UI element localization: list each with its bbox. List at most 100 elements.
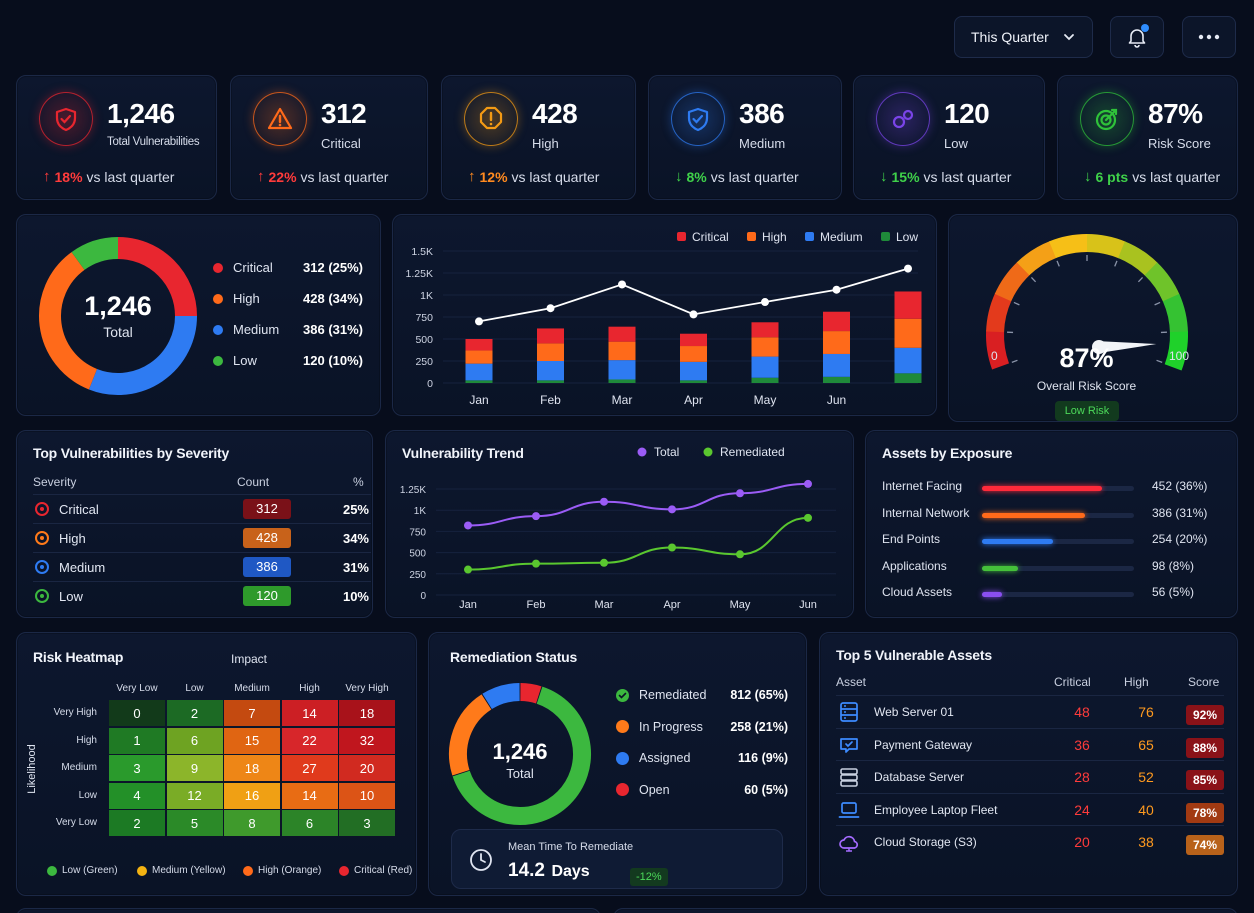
heatmap-cell[interactable]: 12 (166, 782, 223, 809)
kpi-card-medium[interactable]: 386 Medium ↓ 8% vs last quarter (648, 75, 842, 200)
exposure-row[interactable]: Internal Network 386 (31%) (882, 505, 1222, 525)
bar-low-may[interactable] (751, 377, 779, 383)
heatmap-cell[interactable]: 5 (166, 810, 223, 836)
trend-point-remediated[interactable] (600, 558, 608, 567)
severity-legend-item[interactable]: High 428 (34%) (213, 291, 363, 306)
exposure-row[interactable]: Cloud Assets 56 (5%) (882, 584, 1222, 604)
asset-table-row[interactable]: Web Server 01 48 76 92% (836, 695, 1224, 727)
heatmap-cell[interactable]: 10 (339, 782, 395, 809)
heatmap-cell[interactable]: 6 (281, 810, 338, 836)
bar-high-jun[interactable] (823, 331, 850, 354)
remediation-legend-item[interactable]: In Progress 258 (21%) (616, 720, 788, 734)
heatmap-cell[interactable]: 15 (224, 727, 280, 754)
asset-table-row[interactable]: Employee Laptop Fleet 24 40 78% (836, 792, 1224, 825)
heatmap-cell[interactable]: 18 (339, 700, 395, 726)
bar-low-jun[interactable] (823, 376, 850, 383)
heatmap-cell[interactable]: 20 (339, 755, 395, 781)
severity-legend-item[interactable]: Critical 312 (25%) (213, 260, 363, 275)
severity-slice-low[interactable] (71, 237, 119, 271)
bar-low-jan[interactable] (465, 380, 493, 383)
kpi-card-high[interactable]: 428 High ↑ 12% vs last quarter (441, 75, 636, 200)
bar-medium-latest[interactable] (894, 347, 922, 374)
kpi-card-critical[interactable]: 312 Critical ↑ 22% vs last quarter (230, 75, 428, 200)
remediation-slice-in-progress[interactable] (449, 694, 492, 776)
asset-table-row[interactable]: Cloud Storage (S3) 20 38 74% (836, 825, 1224, 857)
heatmap-cell[interactable]: 14 (281, 700, 338, 726)
bar-medium-jan[interactable] (465, 363, 493, 381)
bar-medium-apr[interactable] (680, 361, 707, 381)
trend-point-total[interactable] (464, 521, 472, 530)
heatmap-cell[interactable]: 14 (281, 782, 338, 809)
bar-critical-apr[interactable] (680, 333, 707, 347)
remediation-slice-remediated[interactable] (452, 686, 591, 825)
bar-low-latest[interactable] (894, 373, 922, 383)
heatmap-cell[interactable]: 2 (166, 700, 223, 726)
bar-high-mar[interactable] (608, 341, 636, 361)
bar-critical-jun[interactable] (823, 311, 850, 332)
severity-table-row[interactable]: Low 120 10% (33, 581, 371, 610)
trend-point-remediated[interactable] (736, 550, 744, 559)
total-trend-point[interactable] (689, 310, 698, 319)
kpi-card-low[interactable]: 120 Low ↓ 15% vs last quarter (853, 75, 1045, 200)
heatmap-cell[interactable]: 8 (224, 810, 280, 836)
severity-slice-high[interactable] (39, 252, 98, 390)
remediation-slice-assigned[interactable] (482, 683, 521, 710)
bar-critical-feb[interactable] (537, 328, 564, 344)
severity-legend-item[interactable]: Medium 386 (31%) (213, 322, 363, 337)
bar-high-jan[interactable] (465, 350, 493, 364)
bar-high-latest[interactable] (894, 318, 922, 348)
bar-critical-mar[interactable] (608, 326, 636, 342)
exposure-row[interactable]: Applications 98 (8%) (882, 558, 1222, 578)
trend-point-total[interactable] (736, 489, 744, 498)
total-trend-point[interactable] (546, 304, 555, 313)
severity-table-row[interactable]: Critical 312 25% (33, 494, 371, 523)
bar-medium-jun[interactable] (823, 353, 850, 377)
heatmap-cell[interactable]: 1 (109, 727, 165, 754)
heatmap-cell[interactable]: 4 (109, 782, 165, 809)
more-options-button[interactable] (1182, 16, 1236, 58)
bar-critical-latest[interactable] (894, 291, 922, 319)
trend-point-remediated[interactable] (464, 565, 472, 574)
bar-critical-jan[interactable] (465, 339, 493, 351)
total-trend-point[interactable] (475, 317, 483, 326)
kpi-card-total-vulnerabilities[interactable]: 1,246 Total Vulnerabilities ↑ 18% vs last qu… (16, 75, 217, 200)
severity-slice-medium[interactable] (88, 315, 197, 395)
asset-table-row[interactable]: Payment Gateway 36 65 88% (836, 727, 1224, 760)
exposure-row[interactable]: Internet Facing 452 (36%) (882, 478, 1222, 498)
trend-point-remediated[interactable] (804, 513, 812, 522)
trend-point-remediated[interactable] (668, 543, 676, 552)
bar-high-feb[interactable] (537, 343, 564, 361)
heatmap-cell[interactable]: 18 (224, 755, 280, 781)
bar-medium-mar[interactable] (608, 360, 636, 380)
severity-slice-critical[interactable] (117, 237, 197, 317)
bar-medium-may[interactable] (751, 356, 779, 378)
asset-table-row[interactable]: Database Server 28 52 85% (836, 760, 1224, 792)
exposure-row[interactable]: End Points 254 (20%) (882, 531, 1222, 551)
heatmap-cell[interactable]: 7 (224, 700, 280, 726)
total-trend-point[interactable] (761, 298, 769, 307)
heatmap-cell[interactable]: 9 (166, 755, 223, 781)
remediation-legend-item[interactable]: Assigned 116 (9%) (616, 751, 788, 765)
trend-point-total[interactable] (600, 497, 608, 506)
heatmap-cell[interactable]: 32 (339, 727, 395, 754)
total-trend-point[interactable] (832, 285, 841, 294)
bar-low-mar[interactable] (608, 379, 636, 383)
period-select[interactable]: This Quarter (954, 16, 1093, 58)
bar-medium-feb[interactable] (537, 361, 564, 381)
trend-point-total[interactable] (532, 512, 540, 521)
heatmap-cell[interactable]: 27 (281, 755, 338, 781)
total-trend-point[interactable] (904, 264, 912, 273)
trend-point-total[interactable] (668, 505, 676, 514)
heatmap-cell[interactable]: 0 (109, 700, 165, 726)
total-trend-point[interactable] (618, 280, 626, 289)
bar-low-apr[interactable] (680, 380, 707, 383)
heatmap-cell[interactable]: 2 (109, 810, 165, 836)
heatmap-cell[interactable]: 3 (339, 810, 395, 836)
notifications-button[interactable] (1110, 16, 1164, 58)
kpi-card-risk-score[interactable]: 87% Risk Score ↓ 6 pts vs last quarter (1057, 75, 1238, 200)
remediation-legend-item[interactable]: Open 60 (5%) (616, 783, 788, 797)
bar-high-may[interactable] (751, 337, 779, 357)
heatmap-cell[interactable]: 22 (281, 727, 338, 754)
severity-legend-item[interactable]: Low 120 (10%) (213, 353, 363, 368)
severity-table-row[interactable]: High 428 34% (33, 523, 371, 552)
